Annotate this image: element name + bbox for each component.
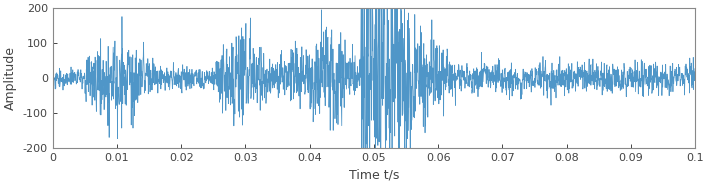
X-axis label: Time t/s: Time t/s xyxy=(348,169,399,182)
Y-axis label: Amplitude: Amplitude xyxy=(4,46,17,110)
